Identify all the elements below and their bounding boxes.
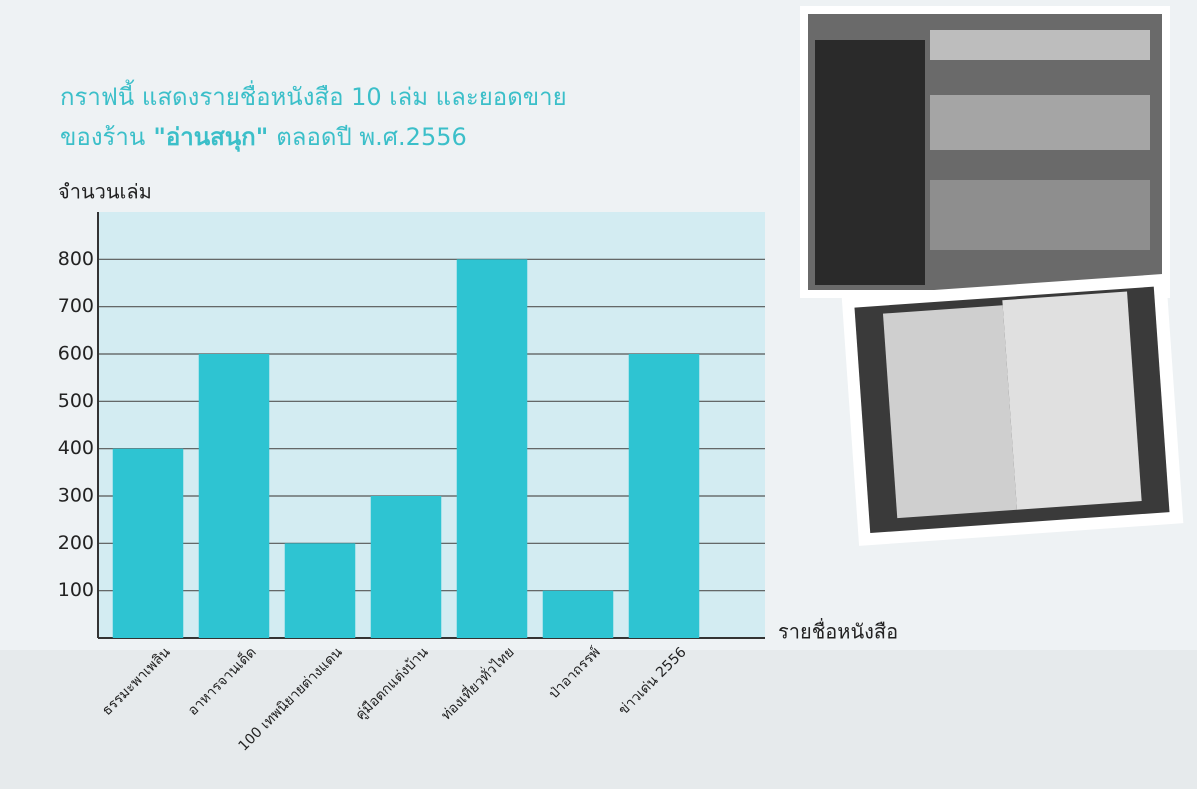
y-tick-label: 600	[58, 343, 94, 365]
bar	[628, 354, 700, 638]
title-part: "อ่านสนุก"	[153, 123, 268, 153]
lower-band	[0, 650, 1197, 789]
bar	[112, 448, 184, 638]
title-part: ของร้าน	[60, 123, 145, 151]
shelf	[930, 30, 1150, 60]
title-part: ตลอดปี พ.ศ.2556	[276, 123, 467, 151]
page-left	[882, 305, 1017, 519]
bar	[456, 259, 528, 638]
x-axis-label: รายชื่อหนังสือ	[778, 618, 898, 644]
shelf	[930, 180, 1150, 250]
y-tick-label: 300	[58, 485, 94, 507]
bar	[198, 354, 270, 638]
y-tick-label: 700	[58, 295, 94, 317]
photo-bookshelf	[800, 6, 1170, 298]
photo-book	[841, 273, 1184, 546]
y-tick-label: 200	[58, 532, 94, 554]
y-tick-label: 400	[58, 437, 94, 459]
y-tick-label: 800	[58, 248, 94, 270]
bar	[370, 496, 442, 638]
chart-title: กราฟนี้ แสดงรายชื่อหนังสือ 10 เล่ม และยอ…	[60, 79, 567, 111]
person	[815, 40, 925, 285]
chart-title: ของร้าน "อ่านสนุก" ตลอดปี พ.ศ.2556	[60, 123, 467, 153]
shelf	[930, 95, 1150, 150]
bar	[542, 590, 614, 638]
bar	[284, 543, 356, 638]
y-tick-label: 100	[58, 579, 94, 601]
page-right	[1002, 291, 1142, 510]
y-tick-label: 500	[58, 390, 94, 412]
y-axis-label: จำนวนเล่ม	[58, 180, 152, 204]
